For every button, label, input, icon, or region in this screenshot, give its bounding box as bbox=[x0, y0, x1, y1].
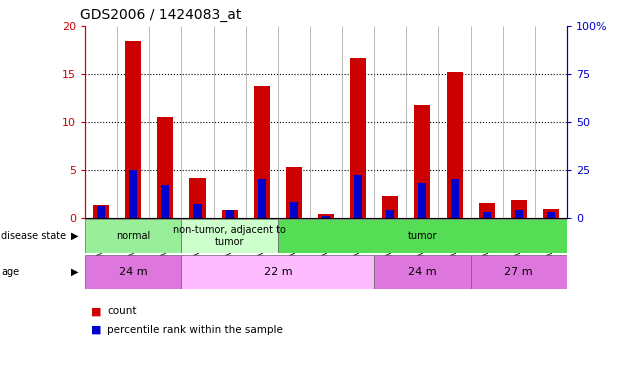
Text: percentile rank within the sample: percentile rank within the sample bbox=[107, 325, 283, 335]
Bar bbox=[450, 179, 459, 218]
Bar bbox=[129, 170, 137, 217]
Text: tumor: tumor bbox=[408, 231, 437, 241]
Bar bbox=[386, 210, 394, 218]
Bar bbox=[447, 72, 462, 217]
Bar bbox=[415, 105, 430, 218]
Bar bbox=[483, 212, 491, 217]
Text: GDS2006 / 1424083_at: GDS2006 / 1424083_at bbox=[80, 9, 242, 22]
Text: 22 m: 22 m bbox=[263, 267, 292, 277]
Bar bbox=[181, 255, 374, 289]
Bar bbox=[354, 176, 362, 217]
Text: disease state: disease state bbox=[1, 231, 66, 241]
Bar bbox=[515, 210, 523, 218]
Bar bbox=[254, 87, 270, 218]
Bar bbox=[278, 219, 567, 253]
Bar bbox=[547, 212, 555, 217]
Text: 24 m: 24 m bbox=[119, 267, 147, 277]
Text: 27 m: 27 m bbox=[505, 267, 533, 277]
Text: count: count bbox=[107, 306, 137, 316]
Bar bbox=[193, 204, 202, 218]
Bar bbox=[85, 219, 181, 253]
Bar bbox=[85, 255, 181, 289]
Bar bbox=[479, 203, 495, 217]
Bar bbox=[290, 202, 298, 217]
Bar bbox=[222, 210, 238, 218]
Bar bbox=[511, 200, 527, 217]
Text: non-tumor, adjacent to
tumor: non-tumor, adjacent to tumor bbox=[173, 225, 286, 247]
Text: age: age bbox=[1, 267, 20, 277]
Bar bbox=[97, 206, 105, 218]
Bar bbox=[350, 58, 366, 217]
Text: ■: ■ bbox=[91, 325, 102, 335]
Bar bbox=[190, 178, 205, 218]
Bar bbox=[374, 255, 471, 289]
Text: 24 m: 24 m bbox=[408, 267, 437, 277]
Text: ▶: ▶ bbox=[71, 267, 79, 277]
Bar bbox=[226, 210, 234, 218]
Bar bbox=[286, 167, 302, 218]
Bar bbox=[258, 179, 266, 218]
Bar bbox=[543, 209, 559, 218]
Bar bbox=[322, 216, 330, 217]
Text: ■: ■ bbox=[91, 306, 102, 316]
Bar bbox=[471, 255, 567, 289]
Bar bbox=[382, 196, 398, 217]
Text: ▶: ▶ bbox=[71, 231, 79, 241]
Bar bbox=[318, 214, 334, 217]
Bar bbox=[418, 183, 427, 218]
Bar bbox=[181, 219, 278, 253]
Bar bbox=[93, 205, 109, 218]
Text: normal: normal bbox=[116, 231, 151, 241]
Bar bbox=[125, 40, 141, 218]
Bar bbox=[158, 117, 173, 218]
Bar bbox=[161, 185, 169, 218]
